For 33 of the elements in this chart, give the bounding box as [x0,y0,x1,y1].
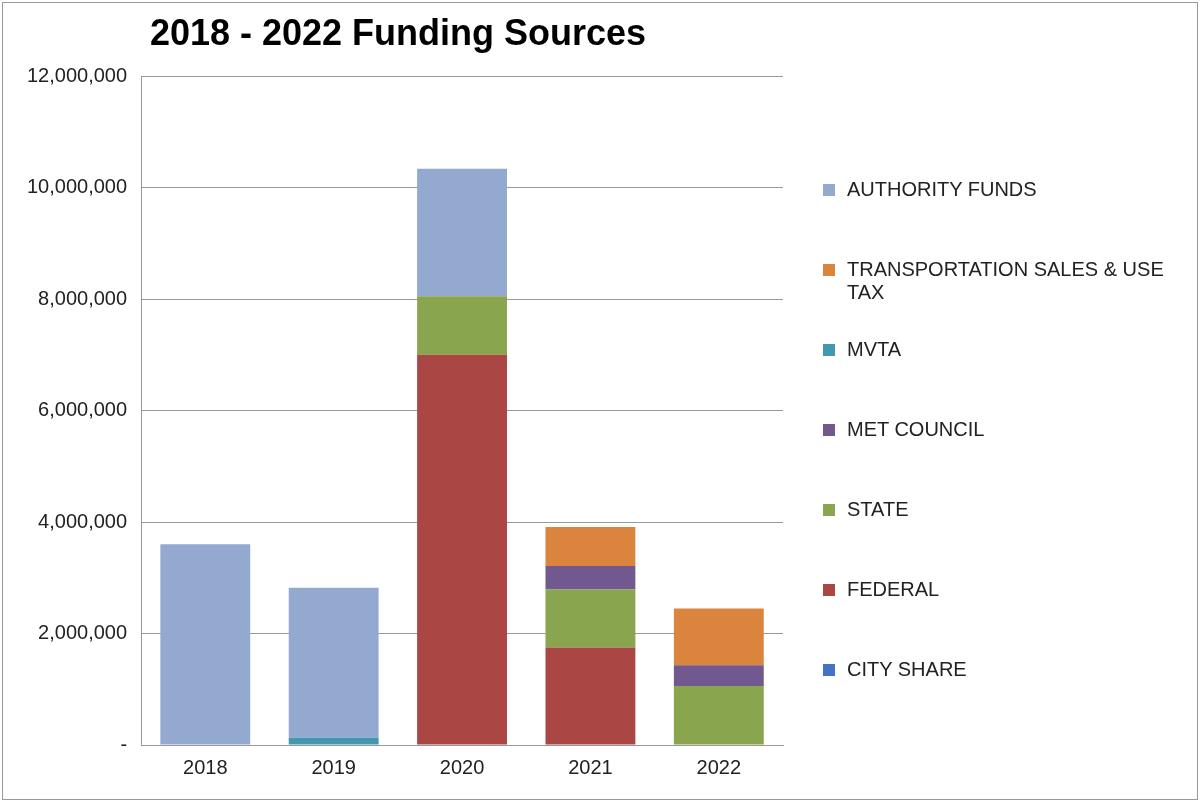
x-tick-label: 2020 [439,755,485,778]
bar [417,168,507,297]
bar [545,527,636,567]
bar [417,296,507,355]
x-tick-label: 2019 [311,755,356,778]
x-tick-label: 2021 [568,755,613,778]
legend-label: TRANSPORTATION SALES & USE TAX [847,258,1165,304]
chart-title: 2018 - 2022 Funding Sources [149,11,647,53]
bar [673,665,764,686]
legend-label: CITY SHARE [847,658,967,681]
bar [545,566,636,590]
legend-label: MET COUNCIL [847,418,985,441]
x-tick-label: 2022 [696,755,742,778]
y-tick-label: 8,000,000 [38,286,128,309]
y-tick-label: 12,000,000 [26,63,128,86]
legend-label: AUTHORITY FUNDS [847,178,1037,201]
bar [673,685,764,745]
y-tick-label: 10,000,000 [26,175,128,198]
bar [288,737,379,745]
bar [160,544,251,745]
y-tick-label: 6,000,000 [38,398,128,421]
legend-label: MVTA [847,338,902,361]
legend-label: STATE [847,498,909,521]
bar [545,647,636,745]
y-tick-label: 4,000,000 [38,509,128,532]
legend-label: FEDERAL [847,578,940,601]
bar [545,589,636,648]
y-tick-label: - [120,732,128,755]
bar [288,587,379,738]
x-tick-label: 2018 [183,755,228,778]
bar [673,608,764,666]
y-tick-label: 2,000,000 [38,621,128,644]
bar [417,354,507,745]
